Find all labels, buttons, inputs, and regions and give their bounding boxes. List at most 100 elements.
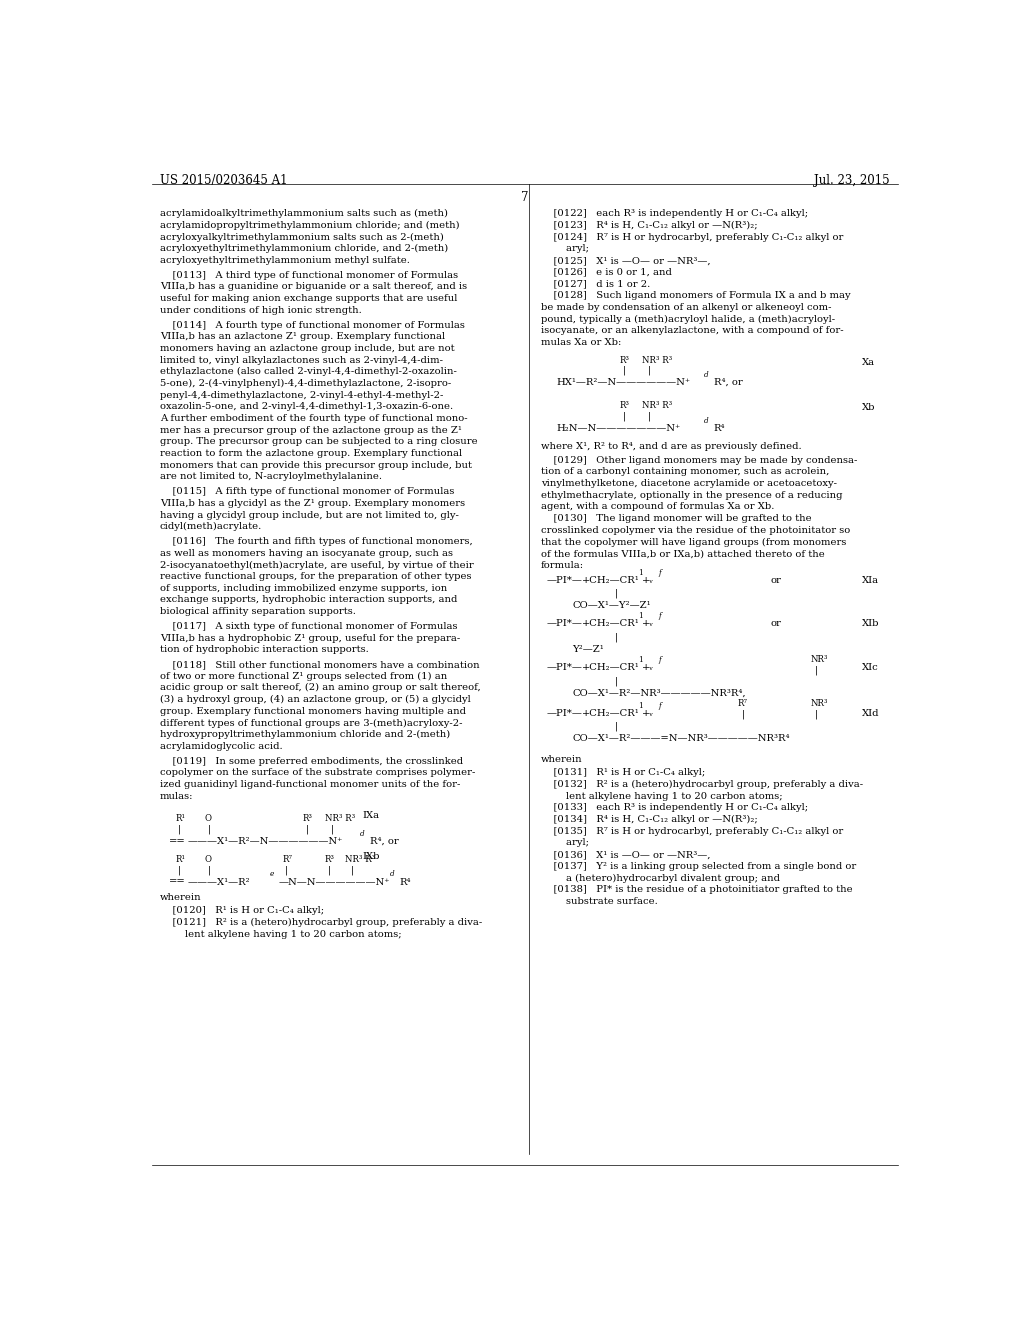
Text: or: or <box>771 576 781 585</box>
Text: agent, with a compound of formulas Xa or Xb.: agent, with a compound of formulas Xa or… <box>541 503 774 511</box>
Text: f: f <box>658 569 660 577</box>
Text: hydroxypropyltrimethylammonium chloride and 2-(meth): hydroxypropyltrimethylammonium chloride … <box>160 730 450 739</box>
Text: [0119]   In some preferred embodiments, the crosslinked: [0119] In some preferred embodiments, th… <box>160 756 463 766</box>
Text: [0117]   A sixth type of functional monomer of Formulas: [0117] A sixth type of functional monome… <box>160 622 458 631</box>
Text: substrate surface.: substrate surface. <box>541 896 657 906</box>
Text: NR³ R³: NR³ R³ <box>325 814 355 824</box>
Text: US 2015/0203645 A1: US 2015/0203645 A1 <box>160 174 288 186</box>
Text: VIIIa,b has a hydrophobic Z¹ group, useful for the prepara-: VIIIa,b has a hydrophobic Z¹ group, usef… <box>160 634 460 643</box>
Text: |: | <box>614 589 617 598</box>
Text: useful for making anion exchange supports that are useful: useful for making anion exchange support… <box>160 294 457 304</box>
Text: H₂N—N———————N⁺: H₂N—N———————N⁺ <box>557 424 681 433</box>
Text: acrylamidopropyltrimethylammonium chloride; and (meth): acrylamidopropyltrimethylammonium chlori… <box>160 220 460 230</box>
Text: oxazolin-5-one, and 2-vinyl-4,4-dimethyl-1,3-oxazin-6-one.: oxazolin-5-one, and 2-vinyl-4,4-dimethyl… <box>160 403 453 412</box>
Text: NR³ R³: NR³ R³ <box>642 401 673 411</box>
Text: Xa: Xa <box>862 358 876 367</box>
Text: |: | <box>814 665 818 675</box>
Text: [0137]   Y² is a linking group selected from a single bond or: [0137] Y² is a linking group selected fr… <box>541 862 856 871</box>
Text: +CH₂—CR¹: +CH₂—CR¹ <box>582 619 640 628</box>
Text: +ᵥ: +ᵥ <box>642 709 654 718</box>
Text: CO—X¹—Y²—Z¹: CO—X¹—Y²—Z¹ <box>572 601 651 610</box>
Text: O: O <box>205 814 212 824</box>
Text: d: d <box>390 870 394 878</box>
Text: f: f <box>658 612 660 620</box>
Text: as well as monomers having an isocyanate group, such as: as well as monomers having an isocyanate… <box>160 549 453 557</box>
Text: |: | <box>648 366 651 375</box>
Text: acryloxyethyltrimethylammonium methyl sulfate.: acryloxyethyltrimethylammonium methyl su… <box>160 256 410 265</box>
Text: Y²—Z¹: Y²—Z¹ <box>572 644 604 653</box>
Text: R⁴: R⁴ <box>399 878 411 887</box>
Text: R³: R³ <box>303 814 312 824</box>
Text: exchange supports, hydrophobic interaction supports, and: exchange supports, hydrophobic interacti… <box>160 595 457 605</box>
Text: 1: 1 <box>638 656 643 664</box>
Text: [0123]   R⁴ is H, C₁-C₁₂ alkyl or —N(R³)₂;: [0123] R⁴ is H, C₁-C₁₂ alkyl or —N(R³)₂; <box>541 220 758 230</box>
Text: 7: 7 <box>521 191 528 203</box>
Text: [0125]   X¹ is —O— or —NR³—,: [0125] X¹ is —O— or —NR³—, <box>541 256 711 265</box>
Text: [0118]   Still other functional monomers have a combination: [0118] Still other functional monomers h… <box>160 660 479 669</box>
Text: [0135]   R⁷ is H or hydrocarbyl, preferably C₁-C₁₂ alkyl or: [0135] R⁷ is H or hydrocarbyl, preferabl… <box>541 826 843 836</box>
Text: CO—X¹—R²—NR³—————NR³R⁴,: CO—X¹—R²—NR³—————NR³R⁴, <box>572 689 746 697</box>
Text: 5-one), 2-(4-vinylphenyl)-4,4-dimethylazlactone, 2-isopro-: 5-one), 2-(4-vinylphenyl)-4,4-dimethylaz… <box>160 379 451 388</box>
Text: lent alkylene having 1 to 20 carbon atoms;: lent alkylene having 1 to 20 carbon atom… <box>541 792 782 801</box>
Text: —PI*—: —PI*— <box>546 663 582 672</box>
Text: R⁴, or: R⁴, or <box>714 378 742 387</box>
Text: (3) a hydroxyl group, (4) an azlactone group, or (5) a glycidyl: (3) a hydroxyl group, (4) an azlactone g… <box>160 696 470 704</box>
Text: Jul. 23, 2015: Jul. 23, 2015 <box>814 174 890 186</box>
Text: mulas Xa or Xb:: mulas Xa or Xb: <box>541 338 621 347</box>
Text: 2-isocyanatoethyl(meth)acrylate, are useful, by virtue of their: 2-isocyanatoethyl(meth)acrylate, are use… <box>160 561 473 569</box>
Text: where X¹, R² to R⁴, and d are as previously defined.: where X¹, R² to R⁴, and d are as previou… <box>541 442 802 451</box>
Text: |: | <box>331 825 334 834</box>
Text: [0131]   R¹ is H or C₁-C₄ alkyl;: [0131] R¹ is H or C₁-C₄ alkyl; <box>541 768 705 777</box>
Text: IXb: IXb <box>362 853 380 861</box>
Text: [0121]   R² is a (hetero)hydrocarbyl group, preferably a diva-: [0121] R² is a (hetero)hydrocarbyl group… <box>160 919 482 927</box>
Text: under conditions of high ionic strength.: under conditions of high ionic strength. <box>160 306 361 314</box>
Text: CO—X¹—R²———=N—NR³—————NR³R⁴: CO—X¹—R²———=N—NR³—————NR³R⁴ <box>572 734 790 743</box>
Text: [0129]   Other ligand monomers may be made by condensa-: [0129] Other ligand monomers may be made… <box>541 455 857 465</box>
Text: HX¹—R²—N——————N⁺: HX¹—R²—N——————N⁺ <box>557 378 690 387</box>
Text: +CH₂—CR¹: +CH₂—CR¹ <box>582 709 640 718</box>
Text: XId: XId <box>862 709 880 718</box>
Text: 1: 1 <box>638 569 643 577</box>
Text: formula:: formula: <box>541 561 584 570</box>
Text: group. The precursor group can be subjected to a ring closure: group. The precursor group can be subjec… <box>160 437 477 446</box>
Text: 1: 1 <box>638 612 643 620</box>
Text: aryl;: aryl; <box>541 838 589 847</box>
Text: penyl-4,4-dimethylazlactone, 2-vinyl-4-ethyl-4-methyl-2-: penyl-4,4-dimethylazlactone, 2-vinyl-4-e… <box>160 391 443 400</box>
Text: R³: R³ <box>620 355 630 364</box>
Text: |: | <box>178 866 181 875</box>
Text: tion of hydrophobic interaction supports.: tion of hydrophobic interaction supports… <box>160 645 369 655</box>
Text: |: | <box>306 825 309 834</box>
Text: +CH₂—CR¹: +CH₂—CR¹ <box>582 663 640 672</box>
Text: acrylamidoglycolic acid.: acrylamidoglycolic acid. <box>160 742 283 751</box>
Text: 1: 1 <box>638 702 643 710</box>
Text: ———X¹—R²—N——————N⁺: ———X¹—R²—N——————N⁺ <box>187 837 343 846</box>
Text: ethylazlactone (also called 2-vinyl-4,4-dimethyl-2-oxazolin-: ethylazlactone (also called 2-vinyl-4,4-… <box>160 367 457 376</box>
Text: R⁴: R⁴ <box>714 424 725 433</box>
Text: wherein: wherein <box>541 755 583 763</box>
Text: R¹: R¹ <box>176 814 185 824</box>
Text: [0113]   A third type of functional monomer of Formulas: [0113] A third type of functional monome… <box>160 271 458 280</box>
Text: [0120]   R¹ is H or C₁-C₄ alkyl;: [0120] R¹ is H or C₁-C₄ alkyl; <box>160 907 324 916</box>
Text: IXa: IXa <box>362 812 379 821</box>
Text: R⁴, or: R⁴, or <box>370 837 398 846</box>
Text: [0136]   X¹ is —O— or —NR³—,: [0136] X¹ is —O— or —NR³—, <box>541 850 711 859</box>
Text: wherein: wherein <box>160 892 202 902</box>
Text: [0116]   The fourth and fifth types of functional monomers,: [0116] The fourth and fifth types of fun… <box>160 537 472 546</box>
Text: [0133]   each R³ is independently H or C₁-C₄ alkyl;: [0133] each R³ is independently H or C₁-… <box>541 804 808 812</box>
Text: |: | <box>178 825 181 834</box>
Text: e: e <box>269 870 273 878</box>
Text: |: | <box>814 710 818 719</box>
Text: NR³ R³: NR³ R³ <box>642 355 673 364</box>
Text: O: O <box>205 855 212 865</box>
Text: d: d <box>359 830 365 838</box>
Text: be made by condensation of an alkenyl or alkeneoyl com-: be made by condensation of an alkenyl or… <box>541 302 831 312</box>
Text: ethylmethacrylate, optionally in the presence of a reducing: ethylmethacrylate, optionally in the pre… <box>541 491 842 500</box>
Text: —PI*—: —PI*— <box>546 619 582 628</box>
Text: —PI*—: —PI*— <box>546 709 582 718</box>
Text: [0128]   Such ligand monomers of Formula IX a and b may: [0128] Such ligand monomers of Formula I… <box>541 290 850 300</box>
Text: VIIIa,b has a guanidine or biguanide or a salt thereof, and is: VIIIa,b has a guanidine or biguanide or … <box>160 282 467 292</box>
Text: reaction to form the azlactone group. Exemplary functional: reaction to form the azlactone group. Ex… <box>160 449 462 458</box>
Text: of supports, including immobilized enzyme supports, ion: of supports, including immobilized enzym… <box>160 583 447 593</box>
Text: are not limited to, N-acryloylmethylalanine.: are not limited to, N-acryloylmethylalan… <box>160 473 382 482</box>
Text: copolymer on the surface of the substrate comprises polymer-: copolymer on the surface of the substrat… <box>160 768 475 777</box>
